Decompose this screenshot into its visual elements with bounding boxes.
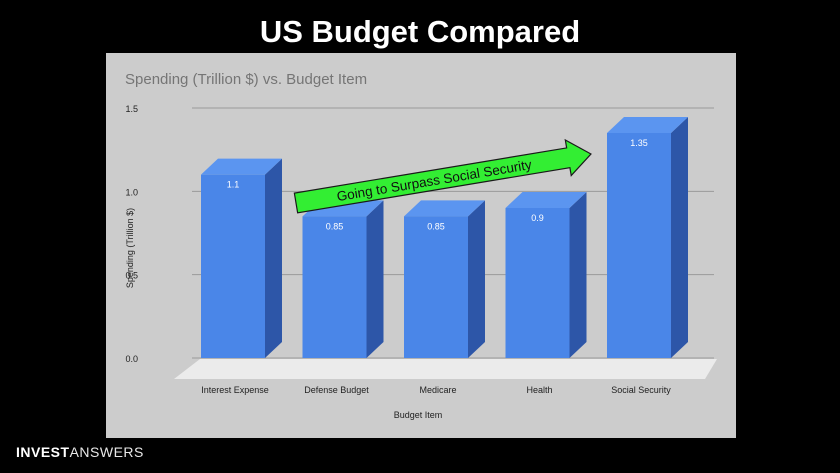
bar-data-label: 0.9 [531,213,544,223]
bar-chart: 0.0 0.5 1.0 1.5 1.1 Interest Expense 0.85 Defen… [125,104,717,420]
bar-side [265,158,282,358]
y-tick-label: 1.5 [125,104,138,114]
bar-data-label: 0.85 [427,221,445,231]
bar-side [569,192,587,358]
bar [201,174,265,358]
brand-logo-part1: INVEST [16,444,70,460]
annotation-arrow-shape [293,138,592,214]
x-tick-label: Interest Expense [201,385,269,395]
bar [505,208,570,358]
bar-data-label: 1.1 [227,180,240,190]
y-tick-label: 0.0 [125,354,138,364]
y-tick-label: 0.5 [125,271,138,281]
bar [404,216,468,358]
annotation-text: Going to Surpass Social Security [336,157,533,204]
x-tick-label: Defense Budget [304,385,369,395]
chart-floor [174,359,717,379]
slide-title: US Budget Compared [259,14,581,49]
x-tick-label: Social Security [611,385,671,395]
bar-top [505,192,587,208]
bar-side [671,117,688,358]
bar-side [366,200,384,358]
x-axis-title: Budget Item [394,410,443,420]
bar-top [404,200,485,217]
brand-logo: INVESTANSWERS [16,444,144,460]
bar-data-label: 1.35 [630,138,648,148]
bar [607,133,671,358]
chart-title: Spending (Trillion $) vs. Budget Item [125,71,368,88]
bar-top [607,117,688,133]
x-tick-label: Medicare [419,385,456,395]
bar-top [201,158,282,175]
y-axis-title: Spending (Trillion $) [125,208,135,288]
bar [302,216,367,358]
y-tick-label: 1.0 [125,187,138,197]
bar-data-label: 0.85 [326,221,344,231]
chart-panel: Spending (Trillion $) vs. Budget Item 0.… [106,53,736,438]
bar-side [468,200,485,358]
brand-logo-part2: ANSWERS [69,444,144,460]
x-tick-label: Health [526,385,552,395]
